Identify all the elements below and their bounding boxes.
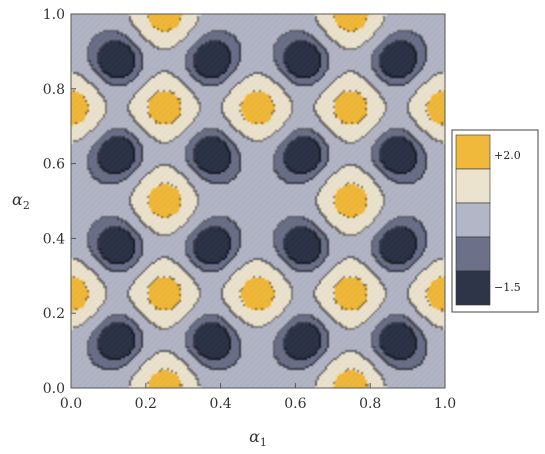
y-tick-label: 0.0 <box>43 381 65 397</box>
legend-band <box>455 270 491 306</box>
legend-bands <box>455 134 491 306</box>
y-axis-ticks: 0.0 0.2 0.4 0.6 0.8 1.0 <box>43 7 76 397</box>
y-tick-label: 0.6 <box>43 157 65 173</box>
plot-area <box>71 14 445 388</box>
legend-band <box>455 202 491 238</box>
x-tick-label: 0.6 <box>284 396 306 412</box>
x-axis-label-subscript: 1 <box>260 436 267 449</box>
legend-max-label: +2.0 <box>494 149 521 162</box>
y-tick-label: 0.4 <box>43 231 65 247</box>
y-axis-label-subscript: 2 <box>23 199 30 212</box>
x-axis-label: α1 <box>249 427 267 449</box>
x-tick-label: 0.8 <box>359 396 381 412</box>
y-tick-label: 1.0 <box>43 7 65 23</box>
y-tick-label: 0.2 <box>43 306 65 322</box>
plot-frame <box>70 13 446 389</box>
legend-min-label: −1.5 <box>494 281 521 294</box>
y-axis-label: α2 <box>12 190 30 212</box>
x-tick-label: 0.0 <box>60 396 82 412</box>
legend: +2.0 −1.5 <box>451 129 539 313</box>
x-tick-label: 0.2 <box>135 396 157 412</box>
legend-band <box>455 168 491 204</box>
legend-band <box>455 236 491 272</box>
y-tick-label: 0.8 <box>43 82 65 98</box>
x-tick-label: 1.0 <box>434 396 456 412</box>
x-tick-label: 0.4 <box>209 396 231 412</box>
legend-band <box>455 134 491 170</box>
x-axis-ticks: 0.0 0.2 0.4 0.6 0.8 1.0 <box>60 383 456 412</box>
contour-field <box>71 14 445 388</box>
